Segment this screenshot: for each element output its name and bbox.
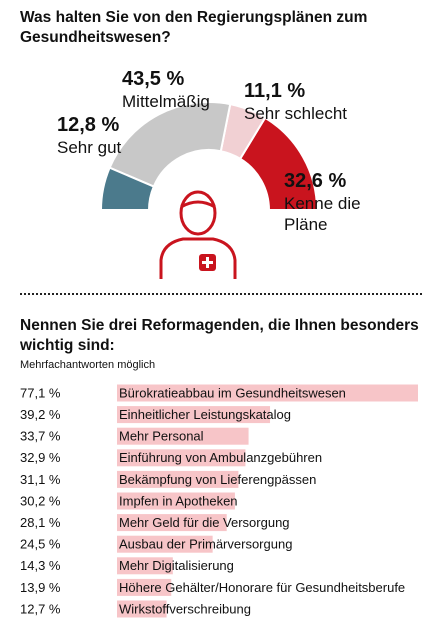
bar — [117, 427, 249, 445]
bar — [117, 535, 213, 553]
value-label: 28,1 % — [20, 515, 61, 530]
value-label: 39,2 % — [20, 407, 61, 422]
category-label: Mittelmäßig — [122, 92, 210, 111]
category-label: Einheitlicher Leistungskatalog — [119, 407, 291, 422]
value-label: 33,7 % — [20, 429, 61, 444]
donut-segment — [99, 166, 156, 211]
value-label: 30,2 % — [20, 493, 61, 508]
category-label: Mehr Personal — [119, 429, 204, 444]
category-label: Sehr gut — [57, 138, 122, 157]
donut-label: 43,5 % Mittelmäßig — [122, 68, 262, 112]
category-label: Bekämpfung von Lieferengpässen — [119, 472, 316, 487]
donut-label: 32,6 % Kenne die Pläne — [284, 170, 369, 235]
bar-title: Nennen Sie drei Reformagenden, die Ihnen… — [20, 317, 419, 354]
value-label: 14,3 % — [20, 558, 61, 573]
bar — [117, 578, 172, 596]
bar — [117, 514, 227, 532]
category-label: Mehr Geld für die Versorgung — [119, 515, 290, 530]
donut-label: 11,1 % Sehr schlecht — [244, 80, 384, 124]
category-label: Höhere Gehälter/Honorare für Gesundheits… — [119, 580, 405, 595]
value-label: 32,9 % — [20, 450, 61, 465]
category-label: Einführung von Ambulanzgebühren — [119, 450, 322, 465]
bar — [117, 600, 167, 618]
category-label: Ausbau der Primärversorgung — [119, 537, 292, 552]
separator — [20, 293, 422, 295]
bar-note: Mehrfachantworten möglich — [20, 359, 156, 371]
value-label: 77,1 % — [20, 385, 61, 400]
donut-segment — [108, 101, 232, 188]
bar — [117, 470, 239, 488]
donut-label: 12,8 % Sehr gut — [57, 114, 197, 158]
value-label: 32,6 % — [284, 170, 347, 192]
value-label: 43,5 % — [122, 68, 185, 90]
category-label: Mehr Digitalisierung — [119, 558, 234, 573]
donut-segment — [238, 116, 319, 211]
bar — [117, 406, 271, 424]
doctor-icon — [159, 190, 237, 279]
value-label: 24,5 % — [20, 537, 61, 552]
bar — [117, 449, 246, 467]
bar — [117, 557, 173, 575]
category-label: Kenne die Pläne — [284, 194, 361, 234]
value-label: 12,7 % — [20, 601, 61, 616]
bar — [117, 384, 418, 402]
value-label: 12,8 % — [57, 114, 120, 136]
category-label: Wirkstoffverschreibung — [119, 601, 251, 616]
donut-segment — [219, 102, 267, 161]
donut-title: Was halten Sie von den Regierungsplänen … — [20, 9, 368, 46]
category-label: Sehr schlecht — [244, 104, 347, 123]
category-label: Bürokratieabbau im Gesundheitswesen — [119, 385, 346, 400]
category-label: Impfen in Apotheken — [119, 493, 238, 508]
value-label: 31,1 % — [20, 472, 61, 487]
bar — [117, 492, 235, 510]
value-label: 11,1 % — [244, 80, 306, 102]
value-label: 13,9 % — [20, 580, 61, 595]
